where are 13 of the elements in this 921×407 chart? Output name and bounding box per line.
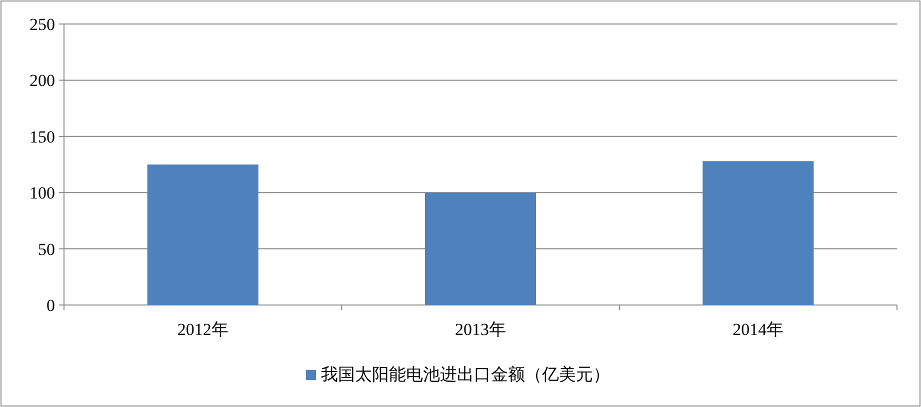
bar (424, 192, 536, 305)
legend-label: 我国太阳能电池进出口金额（亿美元） (321, 365, 610, 384)
y-tick-label: 150 (30, 127, 55, 146)
y-tick-label: 250 (30, 15, 55, 34)
y-tick-label: 200 (30, 71, 55, 90)
bar (147, 164, 258, 305)
y-tick-label: 100 (30, 184, 55, 203)
y-tick-label: 0 (46, 296, 55, 315)
x-tick-label: 2013年 (455, 320, 506, 339)
x-tick-label: 2012年 (177, 320, 228, 339)
y-tick-label: 50 (38, 240, 55, 259)
x-tick-label: 2014年 (732, 320, 784, 339)
bar (702, 161, 814, 305)
